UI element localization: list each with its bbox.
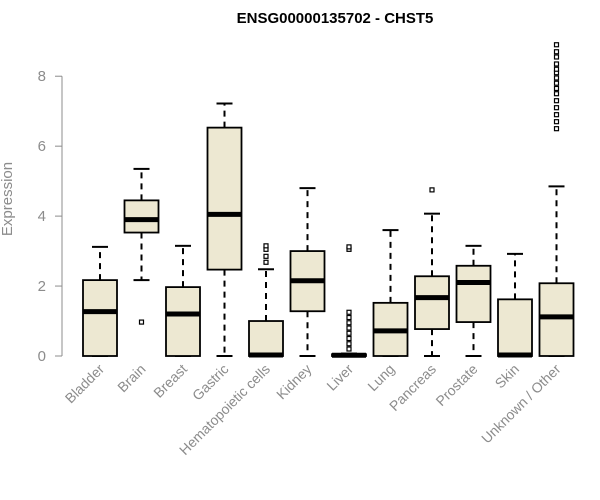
x-tick-label: Brain [114, 361, 148, 395]
box-breast [165, 244, 201, 357]
outlier-point [346, 309, 352, 315]
outlier-point [553, 91, 560, 97]
box-iqr [497, 298, 533, 357]
x-tick-label: Skin [492, 361, 523, 392]
box-kidney [289, 187, 326, 357]
x-tick-label: Breast [150, 361, 190, 401]
outlier-point [346, 320, 352, 326]
x-tick-label: Bladder [62, 361, 108, 407]
outlier-point [138, 319, 145, 325]
outlier-point [346, 346, 352, 352]
y-tick-label: 2 [38, 278, 46, 295]
outlier-point [346, 330, 352, 336]
box-bladder [82, 245, 118, 357]
y-tick-label: 0 [38, 348, 46, 365]
outlier-point [429, 187, 435, 193]
box-hematopoietic-cells [248, 243, 284, 358]
x-tick-label: Prostate [432, 361, 480, 409]
box-iqr [248, 320, 284, 357]
y-tick-label: 6 [38, 138, 46, 155]
outlier-point [346, 341, 352, 347]
outlier-point [553, 80, 560, 86]
x-tick-label: Kidney [273, 361, 315, 403]
boxes-group [82, 42, 575, 358]
outlier-point [553, 61, 560, 67]
box-prostate [455, 244, 492, 357]
box-pancreas [414, 187, 450, 357]
outlier-point [553, 66, 560, 72]
box-skin [497, 252, 533, 358]
outlier-point [263, 253, 269, 259]
outlier-point [553, 126, 560, 132]
x-tick-label: Lung [364, 361, 397, 394]
outlier-point [263, 243, 269, 249]
box-iqr [165, 286, 201, 357]
box-iqr [538, 282, 575, 357]
box-iqr [414, 275, 450, 330]
y-axis-label: Expression [0, 162, 16, 236]
box-brain [123, 167, 160, 325]
outlier-point [553, 105, 560, 111]
outlier-point [553, 54, 560, 60]
outlier-point [553, 98, 560, 104]
y-axis: 0 2 4 6 8 [38, 68, 63, 365]
y-tick-label: 4 [38, 208, 46, 225]
box-liver [331, 244, 367, 358]
outlier-point [553, 49, 560, 55]
box-unknown-other [538, 42, 575, 357]
outlier-point [346, 325, 352, 331]
box-iqr [206, 126, 243, 271]
outlier-point [553, 75, 560, 81]
box-iqr [82, 279, 118, 357]
outlier-point [553, 85, 560, 92]
box-lung [372, 229, 409, 357]
box-iqr [455, 264, 492, 323]
outlier-point [346, 335, 352, 342]
outlier-point [553, 119, 560, 125]
outlier-point [553, 42, 560, 48]
outlier-point [263, 259, 269, 265]
x-tick-label: Unknown / Other [478, 361, 564, 447]
x-tick-label: Liver [323, 361, 356, 394]
outlier-point [553, 112, 560, 118]
y-tick-label: 8 [38, 68, 46, 85]
chart-title: ENSG00000135702 - CHST5 [237, 10, 434, 27]
outlier-point [346, 244, 352, 250]
outlier-point [346, 314, 352, 321]
box-iqr [123, 199, 160, 234]
box-gastric [206, 102, 243, 357]
